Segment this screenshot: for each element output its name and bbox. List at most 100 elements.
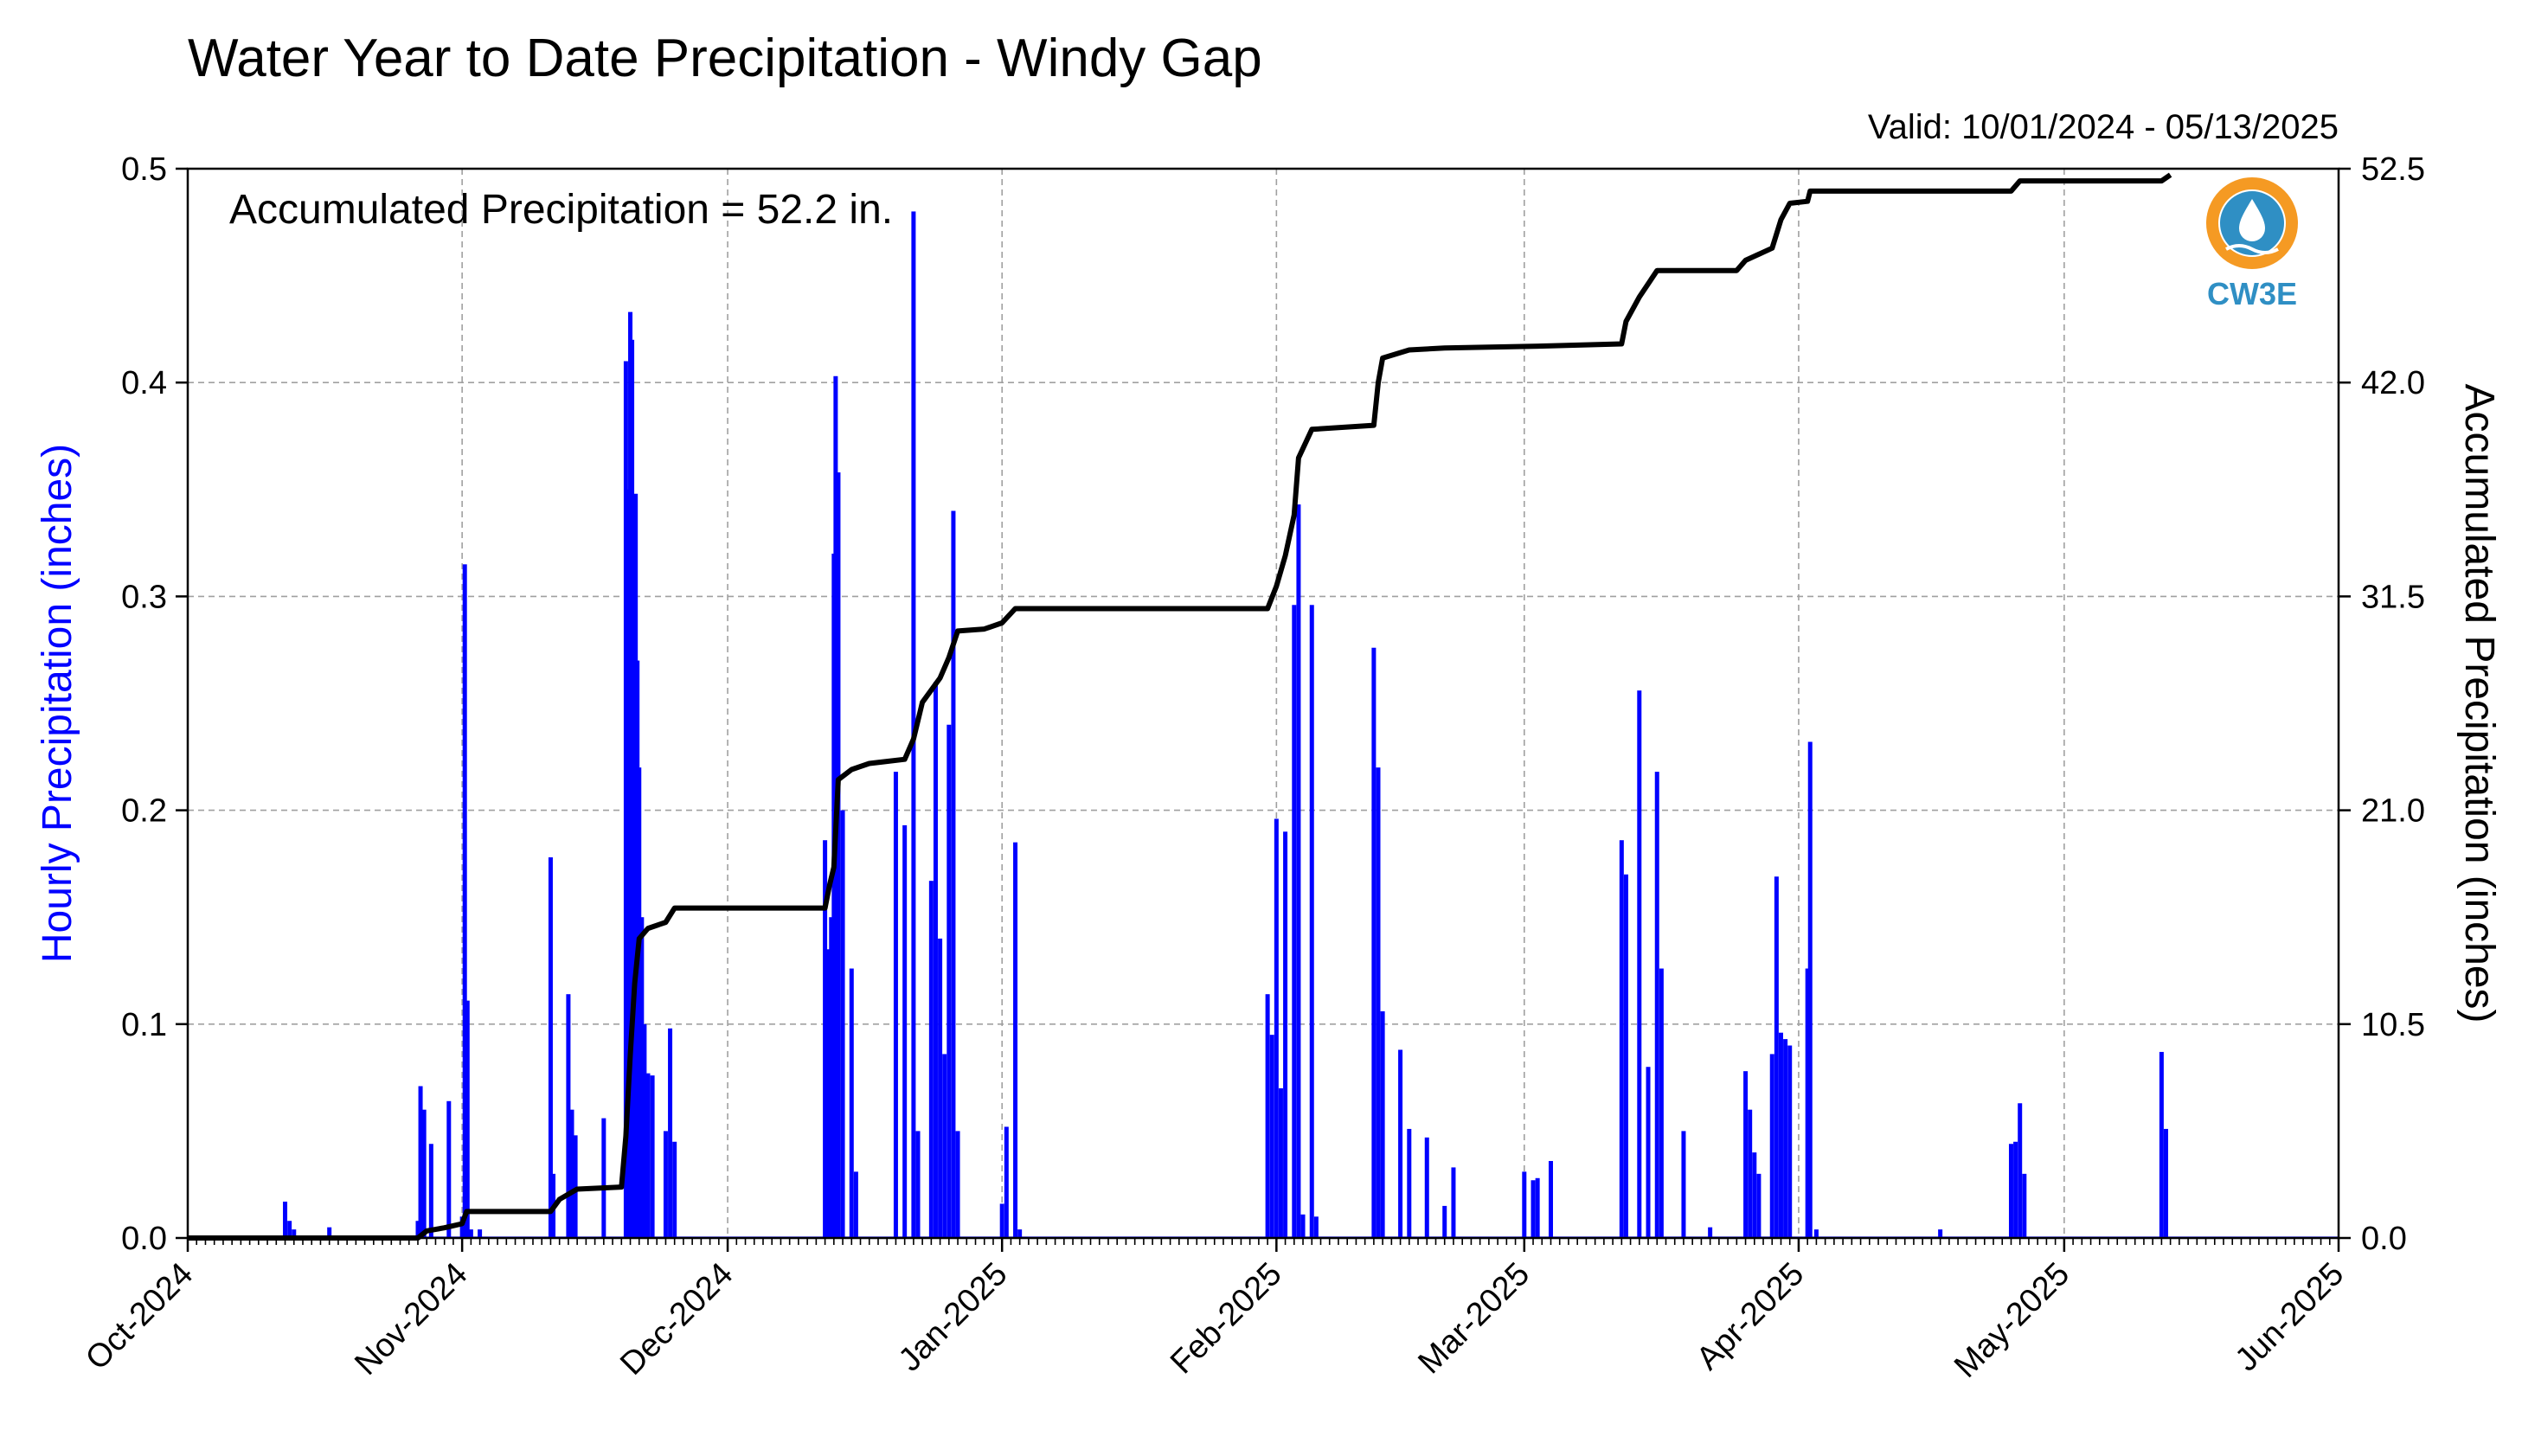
x-tick-label: Jan-2025 [892,1256,1015,1379]
hourly-bar [1292,605,1297,1238]
hourly-bar [428,1144,433,1238]
hourly-bar [548,856,553,1238]
hourly-bar [1283,831,1288,1238]
hourly-bar [1756,1173,1762,1238]
right-y-tick-label: 0.0 [2361,1221,2407,1257]
hourly-bar [569,1109,574,1238]
x-axis: Oct-2024 Nov-2024 Dec-2024 Jan-2025 Feb-2025… [79,1238,2351,1385]
logo-droplet-icon [2239,199,2265,241]
hourly-bar [840,810,845,1238]
hourly-bar [999,1203,1004,1238]
logo-wave-icon [2225,244,2279,254]
hourly-bar [645,1073,651,1238]
x-tick-label: Nov-2024 [348,1256,474,1382]
hourly-bar [663,1131,668,1238]
hourly-bar [601,1118,606,1238]
hourly-bar [938,938,943,1238]
hourly-bar [1637,690,1642,1238]
hourly-bar [1708,1227,1713,1238]
accumulated-annotation: Accumulated Precipitation = 52.2 in. [229,187,893,233]
hourly-bar [1752,1152,1757,1238]
hourly-bar [1654,772,1659,1238]
hourly-bar [823,840,828,1238]
hourly-bar [955,1131,960,1238]
hourly-bar [1265,994,1270,1238]
hourly-bar [1380,1010,1385,1238]
hourly-bar [462,564,467,1238]
hourly-precip-bars [188,211,2339,1239]
x-tick-label: Oct-2024 [79,1256,200,1377]
x-tick-label: Jun-2025 [2229,1256,2352,1379]
valid-date-range: Valid: 10/01/2024 - 05/13/2025 [1868,108,2339,146]
cw3e-logo: CW3E [2206,177,2298,311]
hourly-bar [639,917,645,1238]
hourly-bar [1659,968,1664,1238]
x-tick-label: Dec-2024 [613,1256,740,1382]
hourly-bar [1313,1216,1319,1238]
hourly-bar [2008,1144,2013,1238]
hourly-bar [902,824,908,1238]
logo-text: CW3E [2207,276,2297,311]
plot-frame [186,167,2340,1240]
hourly-bar [1371,647,1377,1238]
hourly-bar [459,1216,465,1238]
hourly-bar [566,994,571,1238]
hourly-bar [951,510,956,1238]
hourly-bar [283,1201,288,1238]
hourly-bar [2013,1141,2018,1238]
hourly-bar [836,472,841,1238]
hourly-bar [1274,818,1279,1238]
hourly-bar [1783,1039,1788,1238]
left-y-axis: 0.0 0.1 0.2 0.3 0.4 0.5 [121,151,188,1257]
hourly-bar [1407,1128,1412,1238]
hourly-bar [1398,1049,1403,1238]
hourly-bar [1805,968,1810,1238]
hourly-bar [1017,1229,1023,1238]
hourly-bar [1004,1126,1009,1238]
hourly-bar [573,1135,578,1238]
hourly-bar [915,1131,921,1238]
hourly-bar [911,211,916,1239]
hourly-bar [421,1109,427,1238]
hourly-bar [2159,1051,2164,1238]
grid-lines [188,169,2339,1238]
hourly-bar [1522,1171,1527,1238]
hourly-bar [2164,1128,2169,1238]
left-y-tick-label: 0.2 [121,793,167,830]
hourly-bar [942,1054,947,1238]
right-y-tick-label: 21.0 [2361,793,2425,830]
x-tick-label: Mar-2025 [1411,1256,1537,1382]
hourly-bar [825,949,831,1238]
hourly-bar [415,1221,420,1238]
hourly-bar [853,1171,858,1238]
hourly-bar [1807,741,1813,1238]
hourly-bar [1778,1032,1783,1238]
hourly-bar [1424,1137,1429,1238]
x-tick-label: May-2025 [1948,1256,2076,1385]
right-y-tick-label: 31.5 [2361,579,2425,615]
left-y-tick-label: 0.1 [121,1007,167,1043]
accumulated-line [188,172,2172,1241]
hourly-bar [1442,1205,1447,1238]
hourly-bar [893,772,898,1238]
hourly-bar [2018,1103,2023,1238]
logo-ring-icon [2206,177,2298,269]
right-y-tick-label: 52.5 [2361,151,2425,188]
left-y-tick-label: 0.4 [121,365,167,401]
hourly-bar [947,724,952,1238]
hourly-bar [1646,1067,1651,1238]
right-y-axis: 0.0 10.5 21.0 31.5 42.0 52.5 [2339,151,2425,1257]
hourly-bar [2022,1173,2027,1238]
hourly-bar [418,1086,423,1238]
hourly-bar [292,1229,297,1238]
hourly-bar [465,1000,470,1238]
accumulated-line-group [188,172,2172,1241]
right-axis-label: Accumulated Precipitation (inches) [2456,383,2502,1023]
hourly-bar [1813,1229,1819,1238]
right-y-tick-label: 42.0 [2361,365,2425,401]
hourly-bar [1619,840,1624,1238]
hourly-bar [1743,1071,1749,1238]
chart-title: Water Year to Date Precipitation - Windy… [188,29,1262,88]
hourly-bar [287,1221,292,1238]
